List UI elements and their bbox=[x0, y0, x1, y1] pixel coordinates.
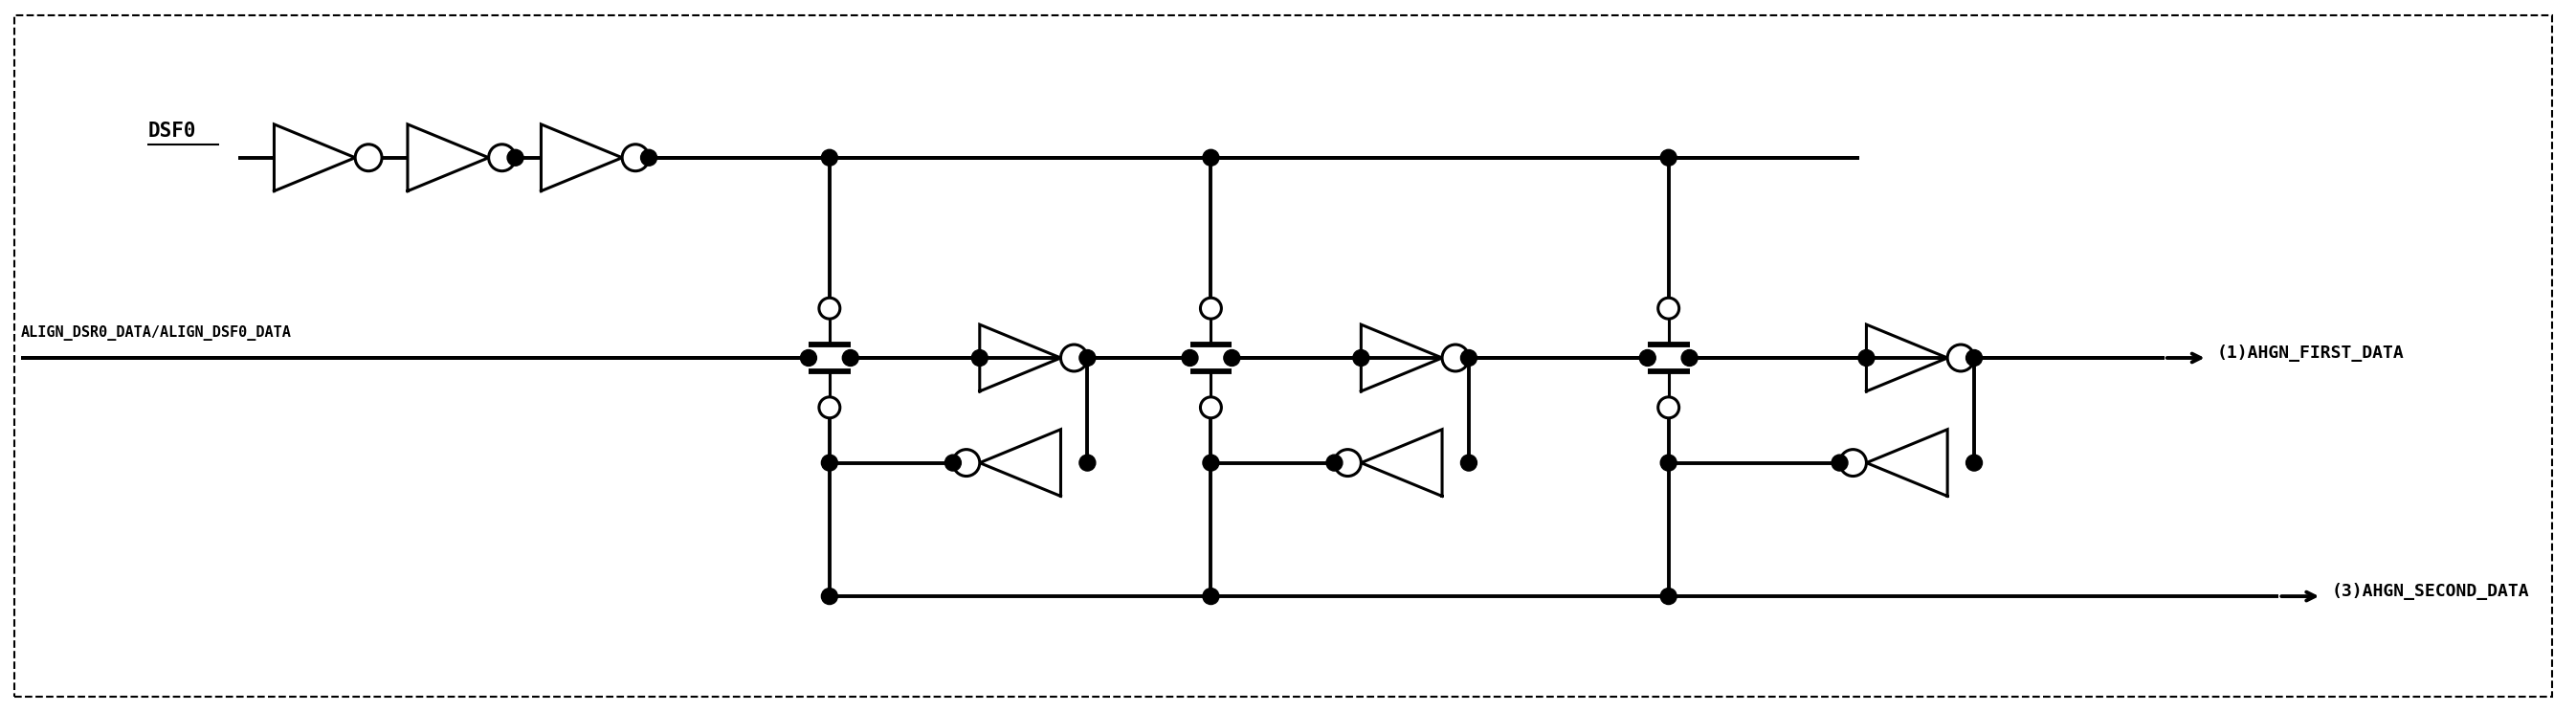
Bar bbox=[1190, 345, 1231, 371]
Circle shape bbox=[1662, 588, 1677, 604]
Circle shape bbox=[355, 145, 381, 171]
Circle shape bbox=[1662, 150, 1677, 166]
Circle shape bbox=[842, 350, 858, 366]
Circle shape bbox=[489, 145, 515, 171]
Text: DSF0: DSF0 bbox=[147, 121, 196, 140]
Circle shape bbox=[1659, 397, 1680, 418]
Circle shape bbox=[822, 588, 837, 604]
Circle shape bbox=[819, 298, 840, 319]
Text: (3)AHGN_SECOND_DATA: (3)AHGN_SECOND_DATA bbox=[2331, 583, 2530, 600]
Circle shape bbox=[1662, 455, 1677, 471]
Circle shape bbox=[507, 150, 523, 166]
Circle shape bbox=[953, 449, 979, 476]
Circle shape bbox=[1224, 350, 1239, 366]
Circle shape bbox=[819, 397, 840, 418]
Circle shape bbox=[1965, 350, 1984, 366]
Circle shape bbox=[1203, 455, 1218, 471]
Circle shape bbox=[1659, 298, 1680, 319]
Circle shape bbox=[1461, 455, 1476, 471]
Circle shape bbox=[822, 150, 837, 166]
Circle shape bbox=[1682, 350, 1698, 366]
Bar bbox=[809, 345, 850, 371]
Circle shape bbox=[1203, 150, 1218, 166]
Circle shape bbox=[1832, 455, 1847, 471]
Circle shape bbox=[1061, 345, 1087, 371]
Circle shape bbox=[1352, 350, 1370, 366]
Circle shape bbox=[801, 350, 817, 366]
Circle shape bbox=[1443, 345, 1468, 371]
Circle shape bbox=[822, 455, 837, 471]
Text: (1)AHGN_FIRST_DATA: (1)AHGN_FIRST_DATA bbox=[2218, 345, 2403, 362]
Circle shape bbox=[1334, 449, 1360, 476]
Circle shape bbox=[1200, 298, 1221, 319]
Circle shape bbox=[641, 150, 657, 166]
Circle shape bbox=[1965, 455, 1984, 471]
Circle shape bbox=[1327, 455, 1342, 471]
Circle shape bbox=[1203, 588, 1218, 604]
Circle shape bbox=[1461, 350, 1476, 366]
Circle shape bbox=[1947, 345, 1973, 371]
Text: ALIGN_DSR0_DATA/ALIGN_DSF0_DATA: ALIGN_DSR0_DATA/ALIGN_DSF0_DATA bbox=[21, 325, 291, 341]
Circle shape bbox=[971, 350, 987, 366]
Circle shape bbox=[1079, 350, 1095, 366]
Circle shape bbox=[1857, 350, 1875, 366]
Circle shape bbox=[1182, 350, 1198, 366]
Circle shape bbox=[623, 145, 649, 171]
Circle shape bbox=[1638, 350, 1656, 366]
Circle shape bbox=[1200, 397, 1221, 418]
Bar bbox=[1649, 345, 1690, 371]
Circle shape bbox=[1079, 455, 1095, 471]
Circle shape bbox=[945, 455, 961, 471]
Circle shape bbox=[1839, 449, 1868, 476]
